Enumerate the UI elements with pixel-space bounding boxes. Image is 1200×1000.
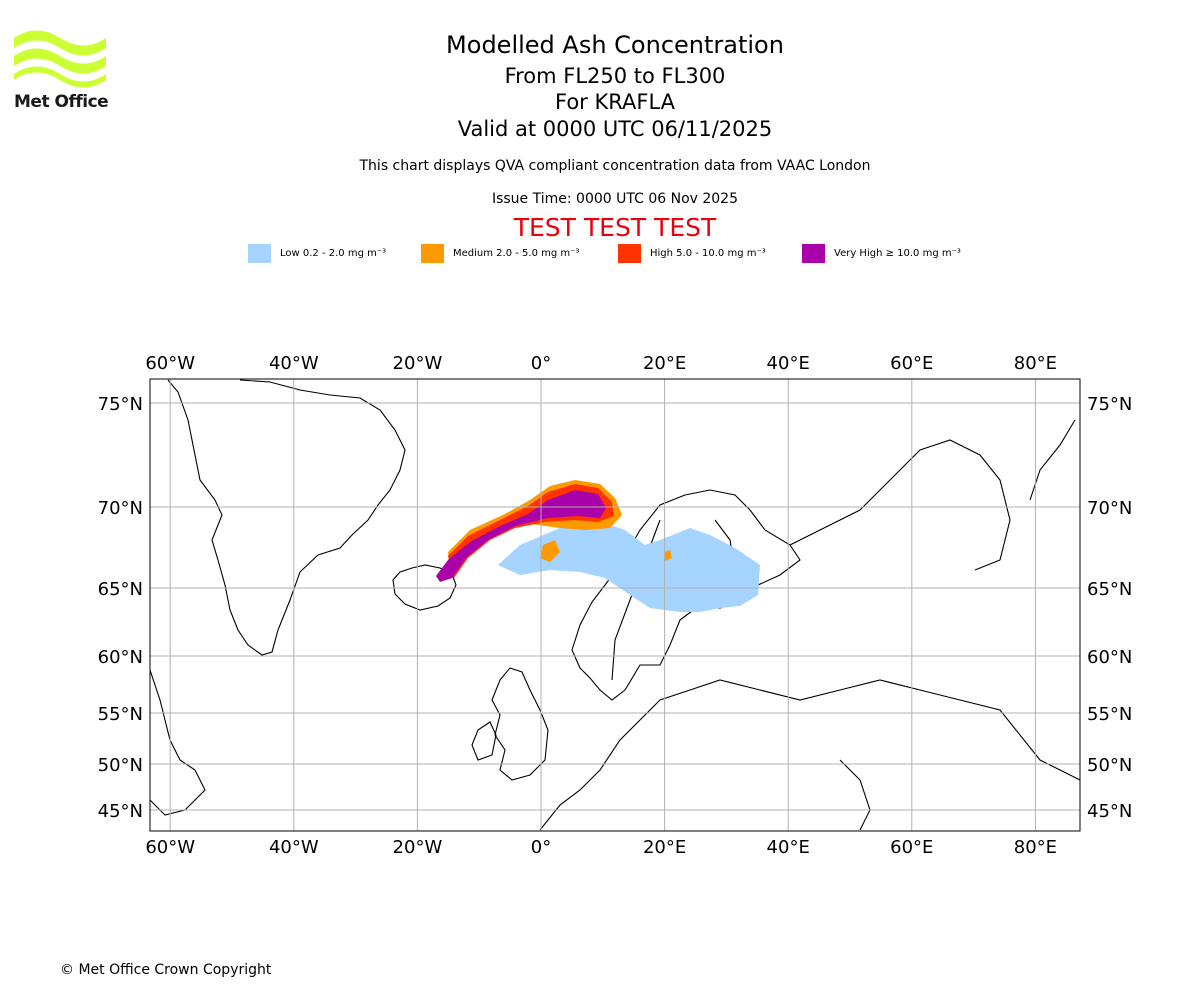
legend-swatch-medium [421,244,444,263]
lat-tick-label-right: 60°N [1087,647,1132,668]
lon-tick-label-bottom: 0° [531,837,551,858]
lat-tick-label-left: 65°N [98,579,143,600]
volcano-name: For KRAFLA [555,90,675,114]
lat-tick-label-right: 45°N [1087,801,1132,822]
coastlines [150,379,1080,831]
russia-north-coast [789,439,1011,571]
lon-tick-label-top: 20°E [643,353,686,374]
lat-tick-label-left: 45°N [98,801,143,822]
legend-label-high: High 5.0 - 10.0 mg m⁻³ [650,248,766,259]
ash-medium-spot-2 [664,550,672,561]
logo-text: Met Office [14,92,109,112]
legend-item-very-high: Very High ≥ 10.0 mg m⁻³ [802,244,961,263]
lon-tick-label-top: 0° [531,353,551,374]
lon-tick-label-bottom: 60°E [890,837,933,858]
legend-swatch-very-high [802,244,825,263]
legend-item-low: Low 0.2 - 2.0 mg m⁻³ [248,244,386,263]
lat-tick-label-right: 65°N [1087,579,1132,600]
chart-description: This chart displays QVA compliant concen… [359,158,871,174]
lon-tick-label-bottom: 20°W [393,837,443,858]
legend-label-low: Low 0.2 - 2.0 mg m⁻³ [280,248,387,259]
ash-plume [436,480,760,612]
map-frame [149,378,1081,832]
lon-tick-label-bottom: 20°E [643,837,686,858]
iceland-coast [392,564,457,611]
lon-tick-label-top: 40°W [269,353,319,374]
lon-tick-label-top: 60°W [145,353,195,374]
greenland-coast [167,379,406,656]
great-britain-coast [491,667,549,781]
lat-tick-label-right: 55°N [1087,704,1132,725]
lon-tick-label-bottom: 40°E [767,837,810,858]
graticule [150,379,1080,831]
lon-tick-label-bottom: 60°W [145,837,195,858]
lon-tick-label-top: 80°E [1014,353,1057,374]
novaya-zemlya-coast [1029,419,1076,501]
lon-tick-label-top: 40°E [767,353,810,374]
lon-tick-label-top: 20°W [393,353,443,374]
lon-tick-label-bottom: 80°E [1014,837,1057,858]
test-banner: TEST TEST TEST [513,213,717,242]
europe-coast [539,679,1080,831]
lat-tick-label-right: 70°N [1087,498,1132,519]
lon-tick-label-top: 60°E [890,353,933,374]
legend-label-medium: Medium 2.0 - 5.0 mg m⁻³ [453,248,580,259]
ash-medium-spot-1 [540,540,560,562]
lat-tick-label-left: 60°N [98,647,143,668]
met-office-waves-logo [14,30,106,88]
axis-ticks: 60°W 60°W 40°W 40°W 20°W 20°W 0° 0° 20°E 20°E 40°E… [98,353,1133,858]
lat-tick-label-right: 75°N [1087,394,1132,415]
lat-tick-label-right: 50°N [1087,755,1132,776]
ireland-coast [471,721,497,761]
legend-item-medium: Medium 2.0 - 5.0 mg m⁻³ [421,244,579,263]
lat-tick-label-left: 75°N [98,394,143,415]
canada-coast [150,669,206,816]
legend-item-high: High 5.0 - 10.0 mg m⁻³ [618,244,766,263]
lat-tick-label-left: 50°N [98,755,143,776]
issue-time: Issue Time: 0000 UTC 06 Nov 2025 [491,191,739,207]
ash-very-high-region [436,490,606,582]
flight-level-range: From FL250 to FL300 [504,64,726,88]
lat-tick-label-left: 70°N [98,498,143,519]
ash-low-region [498,520,760,612]
legend-swatch-low [248,244,271,263]
caspian-coast [839,759,871,831]
copyright-text: © Met Office Crown Copyright [60,962,272,978]
legend-swatch-high [618,244,641,263]
lon-tick-label-bottom: 40°W [269,837,319,858]
valid-time: Valid at 0000 UTC 06/11/2025 [457,117,773,141]
lat-tick-label-left: 55°N [98,704,143,725]
legend-label-very-high: Very High ≥ 10.0 mg m⁻³ [834,248,961,259]
chart-title: Modelled Ash Concentration [446,31,784,59]
